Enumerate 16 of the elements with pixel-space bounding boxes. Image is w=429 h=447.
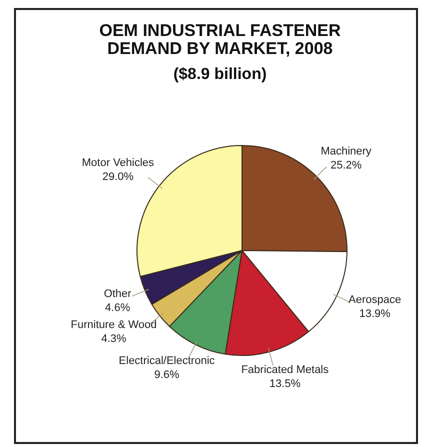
data-label: 25.2% xyxy=(330,159,362,172)
slice-label: Fabricated Metals xyxy=(241,364,330,376)
slice-label: Motor Vehicles xyxy=(82,157,155,170)
data-label: 29.0% xyxy=(102,171,134,184)
slice-label: Other xyxy=(104,288,132,300)
data-label: 13.9% xyxy=(359,308,391,320)
chart-subtitle: ($8.9 billion) xyxy=(172,66,268,84)
slice-label: Electrical/Electronic xyxy=(118,354,216,367)
slice-label: Machinery xyxy=(320,145,372,158)
slice-label: Aerospace xyxy=(348,294,402,306)
chart-title: OEM INDUSTRIAL FASTENER DEMAND BY MARKET, 2008 xyxy=(98,21,342,58)
data-label: 9.6% xyxy=(154,368,180,381)
data-label: 4.6% xyxy=(105,302,130,314)
data-label: 13.5% xyxy=(269,378,301,390)
data-label: 4.3% xyxy=(101,333,127,346)
slice-label: Furniture & Wood xyxy=(70,319,157,332)
